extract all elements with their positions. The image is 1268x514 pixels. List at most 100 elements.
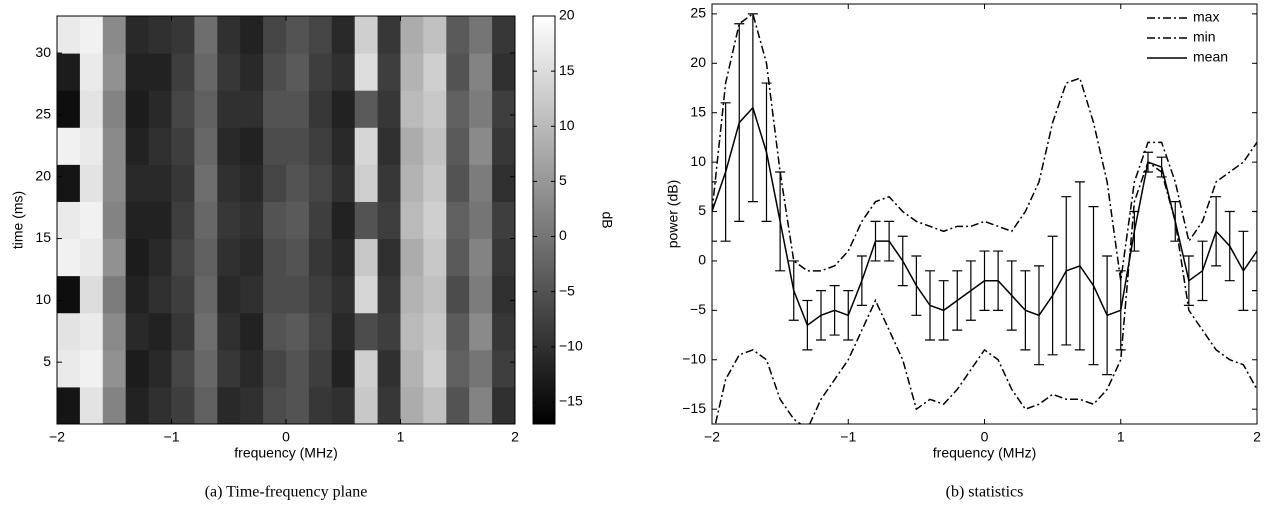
heatmap-cell — [400, 53, 424, 91]
heatmap-cell — [240, 349, 264, 388]
heatmap-cell — [263, 53, 287, 91]
heatmap-cell — [102, 90, 127, 128]
y-tick-label: 25 — [690, 5, 706, 21]
heatmap-cell — [492, 349, 516, 388]
heatmap-cell — [354, 386, 379, 425]
heatmap-cell — [79, 386, 104, 425]
heatmap-cell — [286, 53, 310, 91]
heatmap-cell — [377, 201, 401, 240]
heatmap-cell — [423, 16, 447, 54]
heatmap-cell — [400, 275, 424, 314]
heatmap-cell — [469, 127, 493, 165]
heatmap-cell — [79, 90, 104, 128]
heatmap-cell — [354, 127, 379, 165]
heatmap-cell — [171, 349, 195, 388]
colorbar-tick-label: −5 — [559, 282, 575, 298]
colorbar-tick-label: 10 — [559, 117, 575, 133]
heatmap-cell — [400, 164, 424, 202]
heatmap-cell — [263, 386, 287, 425]
y-tick-label: 20 — [690, 54, 706, 70]
heatmap-cell — [240, 238, 264, 277]
y-tick-label: 20 — [35, 167, 51, 183]
heatmap-cell — [400, 386, 424, 425]
heatmap-cell — [331, 90, 356, 128]
y-axis-label: time (ms) — [10, 191, 26, 249]
heatmap-cell — [286, 201, 310, 240]
heatmap-cell — [423, 201, 447, 240]
heatmap-cell — [148, 238, 172, 277]
y-tick-label: 0 — [698, 252, 706, 268]
heatmap-cell — [308, 164, 333, 202]
y-tick-label: 10 — [690, 153, 706, 169]
heatmap-cell — [57, 127, 81, 165]
heatmap-cell — [171, 53, 195, 91]
heatmap-cell — [286, 127, 310, 165]
heatmap-cell — [377, 16, 401, 54]
heatmap-cell — [469, 312, 493, 351]
heatmap-cell — [171, 386, 195, 425]
heatmap-cell — [469, 238, 493, 277]
heatmap-cell — [286, 90, 310, 128]
heatmap-cell — [263, 238, 287, 277]
heatmap-cell — [423, 164, 447, 202]
heatmap-cell — [446, 275, 470, 314]
heatmap-cell — [354, 238, 379, 277]
legend-label: min — [1193, 29, 1216, 45]
heatmap-cell — [79, 127, 104, 165]
heatmap-cell — [57, 90, 81, 128]
x-tick-label: 1 — [397, 429, 405, 445]
heatmap-cell — [377, 386, 401, 425]
heatmap-cell — [125, 386, 150, 425]
caption: (b) statistics — [946, 484, 1024, 501]
heatmap-cell — [194, 164, 218, 202]
heatmap-cell — [354, 349, 379, 388]
heatmap-cell — [377, 90, 401, 128]
heatmap-cell — [286, 275, 310, 314]
heatmap-cell — [331, 238, 356, 277]
heatmap-cell — [308, 386, 333, 425]
y-tick-label: 5 — [698, 202, 706, 218]
heatmap-cell — [492, 53, 516, 91]
heatmap-cell — [194, 312, 218, 351]
heatmap-cell — [469, 164, 493, 202]
heatmap-cell — [446, 16, 470, 54]
heatmap-cell — [102, 164, 127, 202]
legend-label: mean — [1193, 49, 1228, 65]
y-tick-label: 25 — [35, 106, 51, 122]
y-tick-label: 5 — [43, 353, 51, 369]
heatmap-cell — [194, 201, 218, 240]
heatmap-cell — [194, 53, 218, 91]
heatmap-cell — [217, 127, 241, 165]
heatmap-cell — [354, 201, 379, 240]
colorbar — [532, 15, 556, 425]
heatmap-cell — [377, 127, 401, 165]
heatmap-cell — [469, 275, 493, 314]
y-tick-label: 15 — [690, 103, 706, 119]
heatmap-cell — [400, 349, 424, 388]
heatmap-cell — [308, 90, 333, 128]
x-tick-label: −2 — [49, 429, 65, 445]
heatmap-cell — [125, 16, 150, 54]
x-axis-label: frequency (MHz) — [234, 445, 337, 461]
heatmap-cell — [331, 275, 356, 314]
y-tick-label: −15 — [682, 400, 706, 416]
heatmap-cell — [125, 349, 150, 388]
heatmap-cell — [423, 275, 447, 314]
heatmap-cell — [377, 275, 401, 314]
error-bar — [712, 181, 717, 242]
series-line — [714, 160, 1257, 424]
heatmap-cell — [217, 312, 241, 351]
heatmap-cell — [423, 349, 447, 388]
heatmap-cell — [240, 201, 264, 240]
heatmap-cell — [194, 16, 218, 54]
heatmap-cell — [125, 127, 150, 165]
heatmap-cell — [240, 164, 264, 202]
caption: (a) Time-frequency plane — [205, 484, 368, 501]
heatmap-cell — [354, 164, 379, 202]
heatmap-cell — [400, 127, 424, 165]
colorbar-tick-label: −10 — [559, 338, 583, 354]
heatmap-cell — [217, 386, 241, 425]
heatmap-cell — [469, 90, 493, 128]
heatmap-cell — [57, 201, 81, 240]
heatmap-cell — [492, 386, 516, 425]
